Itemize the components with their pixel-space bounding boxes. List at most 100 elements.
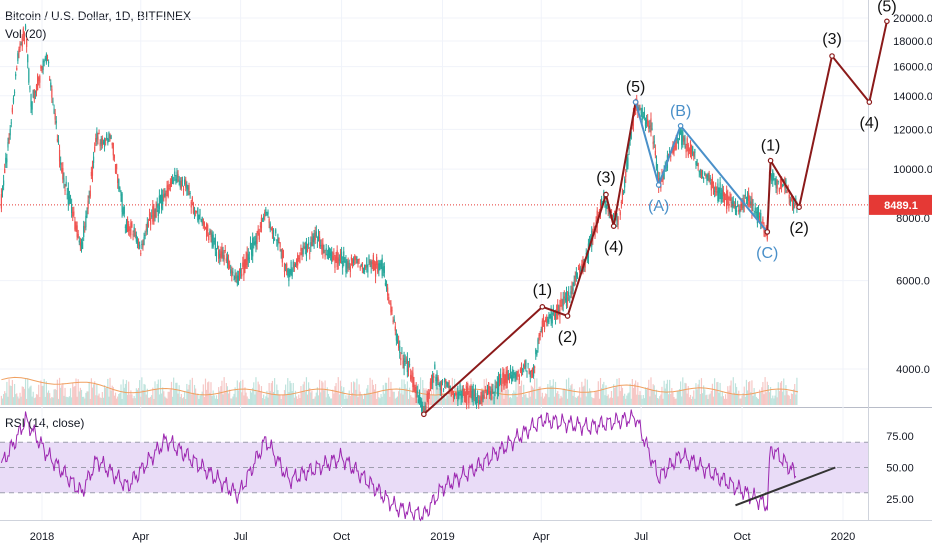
volume-bar	[365, 394, 367, 405]
volume-bar	[181, 398, 184, 405]
volume-bar	[380, 394, 382, 405]
candle-body	[117, 174, 119, 184]
volume-bar	[566, 398, 569, 405]
volume-bar	[574, 397, 576, 405]
volume-bar	[676, 390, 678, 405]
volume-bar	[204, 378, 207, 405]
candle-body	[762, 219, 764, 223]
volume-bar	[353, 381, 355, 405]
candle-body	[313, 236, 315, 243]
volume-bar	[135, 388, 137, 405]
volume-bar	[389, 396, 391, 405]
volume-bar	[788, 395, 790, 405]
candle-body	[145, 228, 147, 231]
candle-body	[150, 218, 152, 225]
volume-bar	[68, 396, 71, 405]
candle-body	[202, 218, 204, 225]
volume-bar	[83, 396, 85, 405]
candle-body	[63, 178, 65, 182]
candle-body	[641, 108, 643, 120]
volume-bar	[772, 395, 774, 405]
volume-bar	[724, 394, 727, 405]
candle-body	[272, 229, 275, 239]
volume-bar	[647, 387, 649, 405]
volume-bar	[554, 381, 557, 405]
candle-body	[696, 159, 698, 166]
candle-body	[174, 171, 176, 176]
volume-bar	[731, 393, 733, 405]
volume-bar	[394, 398, 396, 405]
volume-bar	[197, 393, 199, 405]
volume-bar	[62, 383, 64, 405]
candle-body	[650, 118, 652, 133]
volume-bar	[177, 393, 179, 405]
candle-body	[343, 251, 345, 262]
volume-bar	[275, 394, 277, 405]
candle-body	[204, 227, 207, 230]
volume-bar	[707, 398, 709, 405]
volume-bar	[124, 383, 126, 405]
volume-bar	[590, 390, 592, 405]
candle-body	[192, 202, 195, 214]
candle-body	[112, 143, 114, 156]
impulse-wave-label: (3)	[596, 170, 616, 187]
volume-bar	[757, 398, 760, 405]
volume-bar	[412, 397, 414, 405]
volume-bar	[247, 398, 249, 405]
candle-body	[198, 214, 200, 220]
candle-body	[152, 206, 154, 222]
volume-bar	[356, 378, 358, 405]
candle-body	[490, 391, 492, 396]
candle-body	[366, 257, 368, 268]
volume-bar	[116, 398, 118, 405]
candle-body	[88, 195, 90, 198]
candle-body	[306, 248, 309, 252]
volume-bar	[110, 390, 112, 405]
candle-body	[717, 183, 719, 202]
wave-annotations[interactable]: (1) (2) (3) (4) (5) (A) (B) (C) (1) (2) (3) (4) (5)	[421, 0, 897, 418]
time-axis-tick-label: Jul	[234, 531, 248, 543]
volume-bar	[619, 391, 621, 405]
candle-body	[86, 212, 88, 217]
volume-bar	[332, 389, 334, 405]
candle-body	[367, 265, 369, 273]
volume-bar	[246, 396, 248, 405]
volume-bar	[682, 377, 684, 405]
candle-body	[165, 195, 167, 202]
volume-bar	[447, 395, 449, 405]
candle-body	[357, 260, 359, 265]
candle-body	[733, 205, 735, 207]
candle-body	[225, 258, 227, 262]
candle-body	[372, 255, 374, 272]
candle-body	[789, 199, 791, 203]
candle-body	[242, 262, 244, 267]
volume-bar	[610, 390, 613, 405]
candle-body	[697, 163, 699, 167]
candle-body	[21, 36, 23, 47]
candle-body	[579, 267, 581, 273]
candle-body	[28, 68, 30, 83]
candle-body	[723, 197, 726, 202]
candle-body	[353, 258, 355, 264]
volume-bar	[60, 387, 62, 405]
volume-bar	[435, 380, 437, 405]
volume-bar	[129, 394, 131, 405]
candle-body	[461, 388, 463, 398]
candle-body	[700, 170, 703, 178]
candle-body	[360, 264, 362, 267]
candle-body	[377, 263, 379, 273]
candle-body	[469, 390, 471, 392]
candle-body	[413, 382, 415, 391]
candle-body	[389, 303, 391, 305]
volume-bar	[722, 396, 724, 405]
volume-bar	[346, 398, 348, 405]
candle-body	[715, 186, 717, 191]
candle-body	[788, 194, 790, 199]
candle-body	[523, 364, 525, 368]
candle-body	[564, 298, 566, 301]
candle-body	[744, 194, 746, 196]
candle-body	[101, 138, 103, 146]
candle-body	[27, 55, 29, 63]
volume-bar	[437, 387, 439, 405]
